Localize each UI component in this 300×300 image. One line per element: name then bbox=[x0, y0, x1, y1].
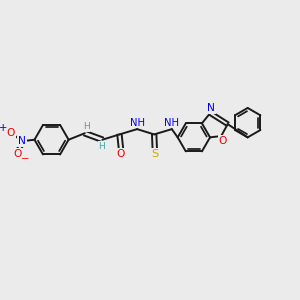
Text: N: N bbox=[18, 136, 26, 146]
Text: O: O bbox=[14, 148, 22, 158]
Text: S: S bbox=[152, 149, 159, 159]
Text: O: O bbox=[117, 149, 125, 159]
Text: NH: NH bbox=[130, 118, 145, 128]
Text: +: + bbox=[0, 123, 7, 133]
Text: H: H bbox=[83, 122, 90, 131]
Text: −: − bbox=[21, 154, 29, 164]
Text: H: H bbox=[98, 142, 105, 151]
Text: O: O bbox=[7, 128, 15, 138]
Text: O: O bbox=[218, 136, 227, 146]
Text: N: N bbox=[207, 103, 215, 113]
Text: NH: NH bbox=[164, 118, 179, 128]
